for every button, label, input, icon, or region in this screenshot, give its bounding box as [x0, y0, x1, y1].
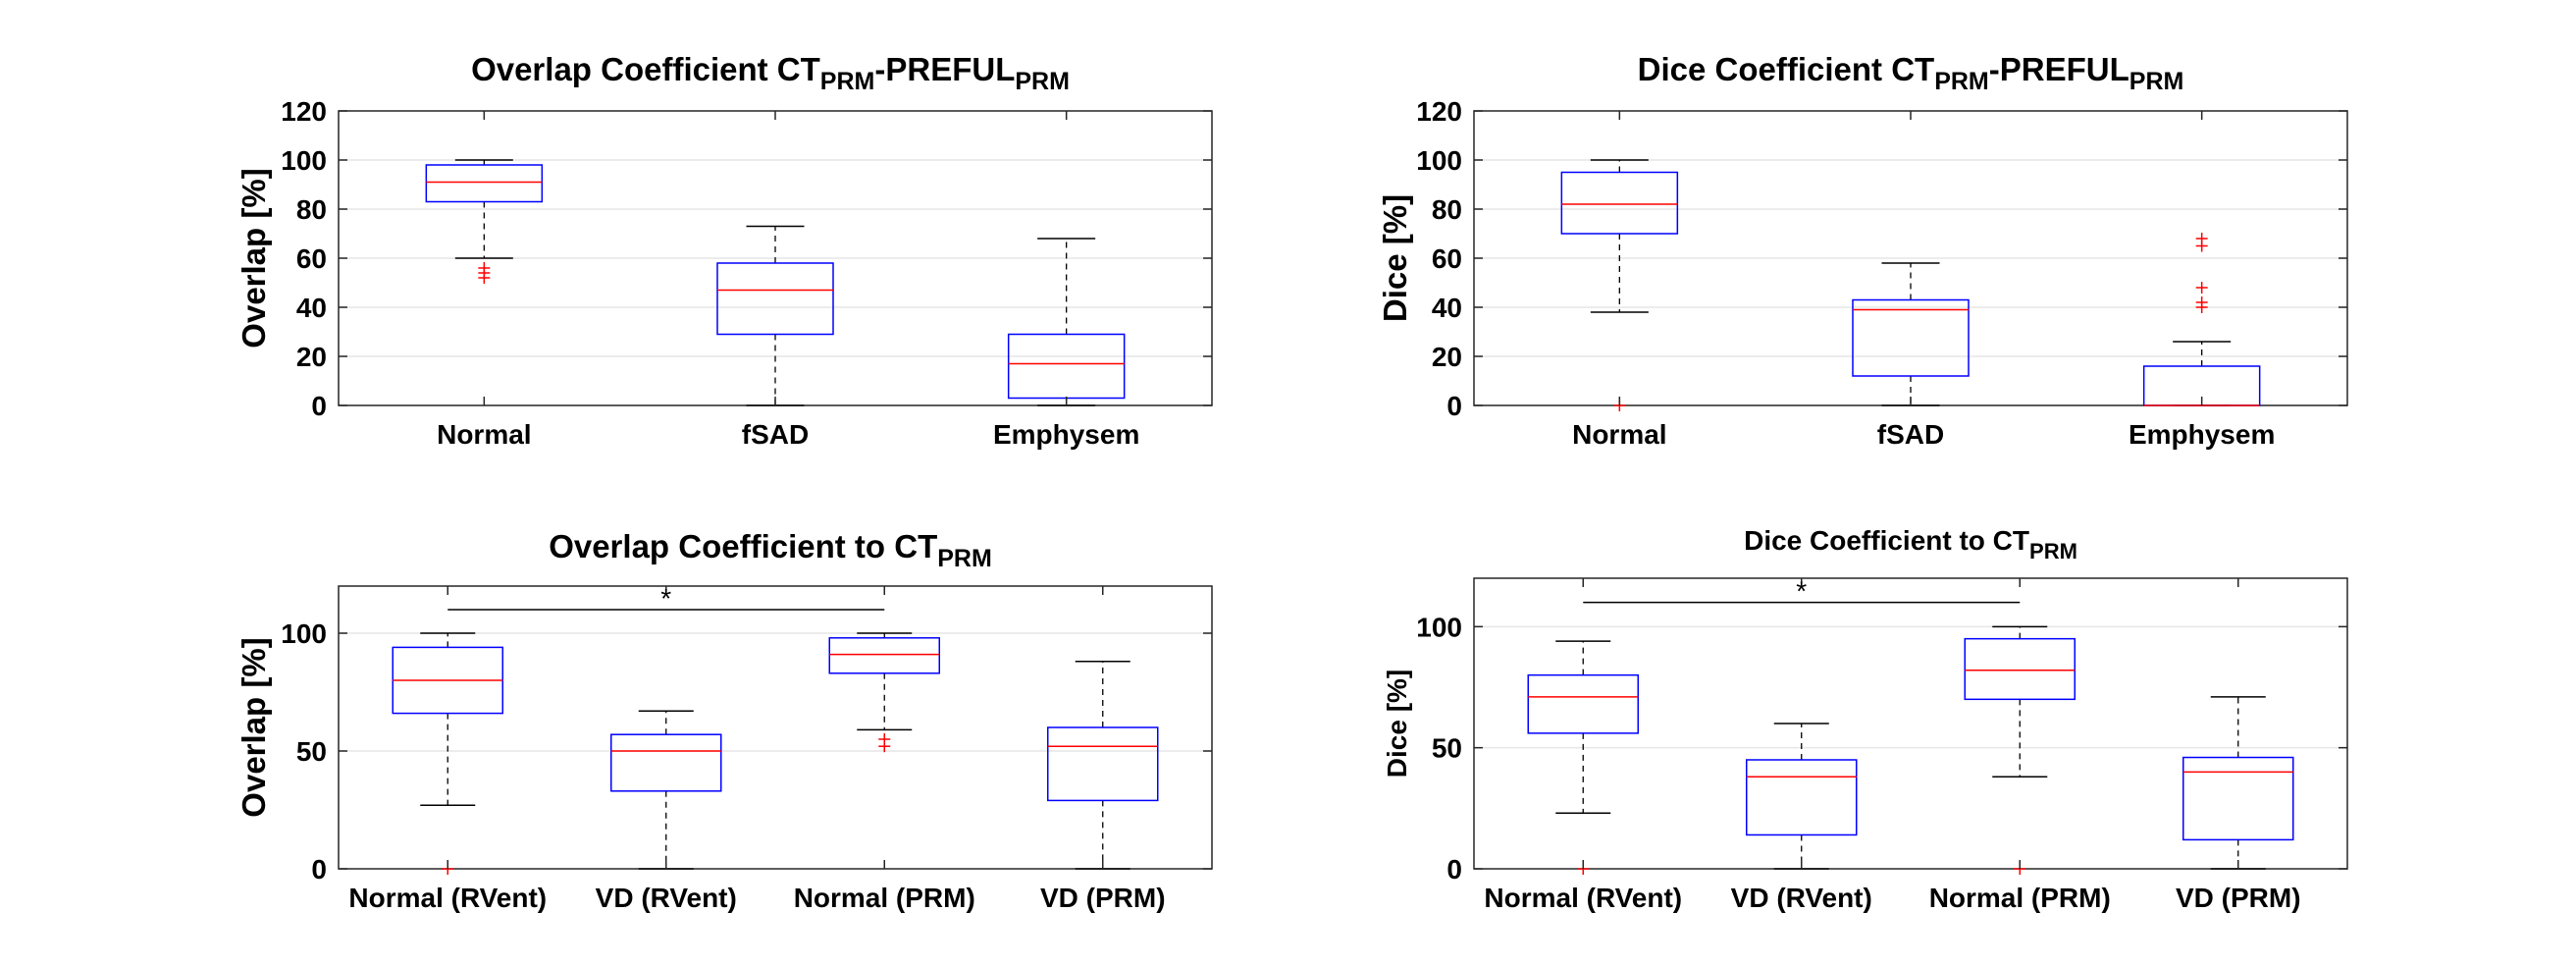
category-label: Normal (RVent) — [348, 883, 547, 913]
category-label: Normal (PRM) — [1929, 883, 2111, 913]
box-iqr — [1560, 171, 1679, 235]
y-tick-label: 40 — [296, 293, 327, 323]
category-label: Emphysem — [2129, 419, 2275, 450]
axes-frame — [338, 585, 1213, 870]
y-tick-label: 80 — [296, 194, 327, 225]
box-iqr — [610, 733, 722, 792]
y-tick-label: 100 — [1416, 612, 1462, 642]
outlier-point — [878, 733, 891, 745]
y-tick-label: 100 — [281, 145, 327, 176]
chart-panel-3: 0 50 100 Overlap Coefficient to CTPRM Overla… — [236, 528, 1213, 913]
y-tick-label: 100 — [281, 618, 327, 649]
box-normal-prm — [1964, 625, 2076, 875]
box-iqr — [1964, 637, 2076, 701]
y-tick-label: 100 — [1416, 145, 1462, 176]
category-label: VD (RVent) — [596, 883, 737, 913]
y-tick-label: 0 — [1446, 854, 1462, 885]
y-tick-label: 50 — [1432, 733, 1462, 764]
outlier-point — [2195, 282, 2208, 294]
y-tick-label: 120 — [281, 96, 327, 127]
y-tick-label: 60 — [296, 243, 327, 274]
chart-title: Dice Coefficient to CTPRM — [1744, 525, 2077, 564]
y-axis-label: Dice [%] — [1377, 194, 1413, 322]
chart-title: Overlap Coefficient to CTPRM — [549, 528, 992, 572]
y-tick-label: 0 — [311, 854, 327, 885]
category-label: Normal (RVent) — [1484, 883, 1682, 913]
significance-label: * — [660, 583, 671, 614]
axes-frame — [1473, 577, 2348, 870]
y-tick-label: 20 — [296, 342, 327, 372]
significance-label: * — [1796, 576, 1807, 607]
box-iqr — [716, 262, 834, 336]
y-tick-label: 0 — [1446, 391, 1462, 421]
chart-panel-2: 0 20 40 60 80 100 120 Dice Coefficient CTPRM-PR… — [1377, 51, 2348, 450]
chart-title: Dice Coefficient CTPRM-PREFULPRM — [1638, 51, 2184, 95]
box-vd-rvent — [1746, 723, 1858, 870]
plot-area — [1474, 578, 2347, 869]
category-label: Emphysem — [993, 419, 1139, 450]
category-label: Normal — [1572, 419, 1666, 450]
outlier-point — [2195, 233, 2208, 244]
box-normal-prm — [828, 632, 940, 753]
category-label: VD (RVent) — [1731, 883, 1872, 913]
box-normal — [425, 159, 544, 284]
chart-panel-1: 0 20 40 60 80 100 120 Overlap Coefficient CTPRM… — [236, 51, 1213, 450]
box-iqr — [1746, 759, 1858, 836]
category-label: Normal (PRM) — [794, 883, 975, 913]
box-iqr — [828, 637, 940, 674]
y-tick-label: 50 — [296, 736, 327, 767]
outlier-point — [2195, 296, 2208, 308]
y-tick-label: 60 — [1432, 243, 1462, 274]
y-axis-label: Dice [%] — [1382, 670, 1412, 778]
box-iqr — [1527, 673, 1639, 734]
y-tick-label: 0 — [311, 391, 327, 421]
category-label: Normal — [437, 419, 531, 450]
box-normal — [1560, 159, 1679, 411]
box-iqr — [425, 164, 544, 203]
y-tick-label: 20 — [1432, 342, 1462, 372]
category-label: fSAD — [1877, 419, 1944, 450]
box-iqr — [2182, 756, 2294, 841]
y-axis-label: Overlap [%] — [236, 637, 272, 817]
chart-title: Overlap Coefficient CTPRM-PREFULPRM — [471, 51, 1070, 95]
category-label: VD (PRM) — [2176, 883, 2301, 913]
box-iqr — [1047, 726, 1159, 802]
y-tick-label: 40 — [1432, 293, 1462, 323]
category-label: fSAD — [742, 419, 809, 450]
box-iqr — [1852, 298, 1970, 377]
y-tick-label: 80 — [1432, 194, 1462, 225]
y-tick-label: 120 — [1416, 96, 1462, 127]
category-label: VD (PRM) — [1040, 883, 1166, 913]
outlier-point — [478, 262, 491, 274]
y-axis-label: Overlap [%] — [236, 168, 272, 348]
chart-panel-4: 0 50 100 Dice Coefficient to CTPRM Dice [%] N… — [1382, 525, 2348, 913]
